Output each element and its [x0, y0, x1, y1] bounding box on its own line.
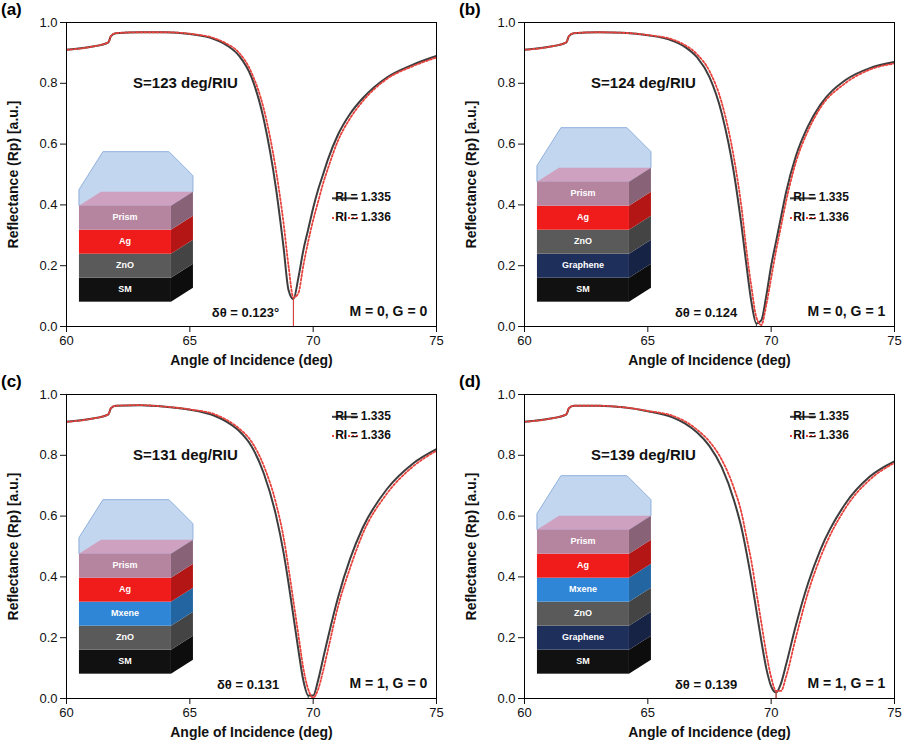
- svg-text:RI = 1.336: RI = 1.336: [793, 428, 849, 442]
- html-text:(c): (c): [1, 372, 22, 391]
- svg-text:60: 60: [59, 705, 73, 720]
- svg-text:M = 1, G = 1: M = 1, G = 1: [807, 675, 885, 691]
- svg-text:Angle of Incidence (deg): Angle of Incidence (deg): [170, 352, 333, 368]
- svg-text:0.6: 0.6: [39, 136, 57, 151]
- svg-text:60: 60: [517, 333, 531, 348]
- svg-text:Prism: Prism: [112, 212, 137, 222]
- svg-text:0.4: 0.4: [39, 569, 57, 584]
- svg-text:Reflectance (Rp) [a.u.]: Reflectance (Rp) [a.u.]: [463, 473, 479, 621]
- svg-text:0.4: 0.4: [497, 569, 515, 584]
- svg-text:Graphene: Graphene: [562, 260, 604, 270]
- svg-text:RI = 1.335: RI = 1.335: [335, 190, 391, 204]
- svg-text:SM: SM: [118, 284, 132, 294]
- svg-text:65: 65: [183, 333, 197, 348]
- svg-text:0.8: 0.8: [39, 447, 57, 462]
- svg-text:0.8: 0.8: [497, 75, 515, 90]
- svg-text:0.0: 0.0: [497, 691, 515, 706]
- svg-text:RI = 1.335: RI = 1.335: [793, 190, 849, 204]
- svg-text:SM: SM: [576, 284, 590, 294]
- svg-text:δθ = 0.131: δθ = 0.131: [217, 677, 279, 692]
- svg-text:RI = 1.335: RI = 1.335: [793, 409, 849, 423]
- svg-text:0.4: 0.4: [497, 197, 515, 212]
- svg-text:Reflectance (Rp) [a.u.]: Reflectance (Rp) [a.u.]: [5, 473, 21, 621]
- svg-text:Reflectance (Rp) [a.u.]: Reflectance (Rp) [a.u.]: [5, 101, 21, 249]
- html-text:(a): (a): [1, 0, 22, 19]
- svg-text:70: 70: [764, 705, 778, 720]
- svg-text:M = 0, G = 0: M = 0, G = 0: [349, 303, 427, 319]
- svg-text:ZnO: ZnO: [116, 260, 134, 270]
- svg-text:S=123 deg/RIU: S=123 deg/RIU: [133, 74, 238, 91]
- svg-text:Angle of Incidence (deg): Angle of Incidence (deg): [628, 352, 791, 368]
- svg-text:0.6: 0.6: [497, 508, 515, 523]
- svg-text:δθ = 0.124: δθ = 0.124: [675, 305, 738, 320]
- svg-text:0.2: 0.2: [39, 630, 57, 645]
- svg-text:60: 60: [517, 705, 531, 720]
- svg-text:70: 70: [306, 705, 320, 720]
- svg-text:Prism: Prism: [570, 188, 595, 198]
- svg-text:0.0: 0.0: [497, 319, 515, 334]
- svg-text:70: 70: [764, 333, 778, 348]
- svg-text:75: 75: [887, 705, 901, 720]
- svg-text:Reflectance (Rp) [a.u.]: Reflectance (Rp) [a.u.]: [463, 101, 479, 249]
- svg-text:65: 65: [641, 333, 655, 348]
- svg-text:Ag: Ag: [577, 560, 589, 570]
- svg-text:SM: SM: [576, 656, 590, 666]
- svg-text:0.6: 0.6: [497, 136, 515, 151]
- svg-text:ZnO: ZnO: [116, 632, 134, 642]
- svg-text:M = 0, G = 1: M = 0, G = 1: [807, 303, 885, 319]
- svg-text:Angle of Incidence (deg): Angle of Incidence (deg): [170, 724, 333, 740]
- svg-text:Prism: Prism: [570, 536, 595, 546]
- svg-text:Angle of Incidence (deg): Angle of Incidence (deg): [628, 724, 791, 740]
- svg-text:RI = 1.336: RI = 1.336: [335, 428, 391, 442]
- svg-text:δθ = 0.123°: δθ = 0.123°: [212, 305, 279, 320]
- svg-text:SM: SM: [118, 656, 132, 666]
- svg-text:0.0: 0.0: [39, 691, 57, 706]
- svg-text:1.0: 1.0: [39, 387, 57, 402]
- svg-text:RI = 1.335: RI = 1.335: [335, 409, 391, 423]
- svg-text:Ag: Ag: [119, 236, 131, 246]
- svg-text:1.0: 1.0: [39, 15, 57, 30]
- svg-text:1.0: 1.0: [497, 387, 515, 402]
- svg-text:65: 65: [183, 705, 197, 720]
- svg-text:ZnO: ZnO: [574, 236, 592, 246]
- html-text:(d): (d): [459, 372, 481, 391]
- svg-text:RI = 1.336: RI = 1.336: [335, 210, 391, 224]
- svg-text:Mxene: Mxene: [569, 584, 597, 594]
- svg-text:60: 60: [59, 333, 73, 348]
- svg-text:Ag: Ag: [119, 584, 131, 594]
- svg-text:Mxene: Mxene: [111, 608, 139, 618]
- svg-text:75: 75: [429, 333, 443, 348]
- svg-text:70: 70: [306, 333, 320, 348]
- svg-text:0.2: 0.2: [39, 258, 57, 273]
- svg-text:Graphene: Graphene: [562, 632, 604, 642]
- svg-text:0.4: 0.4: [39, 197, 57, 212]
- svg-text:Prism: Prism: [112, 560, 137, 570]
- svg-text:0.6: 0.6: [39, 508, 57, 523]
- svg-text:S=131 deg/RIU: S=131 deg/RIU: [133, 446, 238, 463]
- svg-text:75: 75: [887, 333, 901, 348]
- svg-text:0.8: 0.8: [497, 447, 515, 462]
- svg-text:Ag: Ag: [577, 212, 589, 222]
- svg-text:S=139 deg/RIU: S=139 deg/RIU: [591, 446, 696, 463]
- svg-text:ZnO: ZnO: [574, 608, 592, 618]
- svg-text:0.2: 0.2: [497, 258, 515, 273]
- svg-text:0.2: 0.2: [497, 630, 515, 645]
- svg-text:RI = 1.336: RI = 1.336: [793, 210, 849, 224]
- svg-text:δθ = 0.139: δθ = 0.139: [675, 677, 737, 692]
- svg-text:S=124 deg/RIU: S=124 deg/RIU: [591, 74, 696, 91]
- svg-text:0.0: 0.0: [39, 319, 57, 334]
- svg-text:1.0: 1.0: [497, 15, 515, 30]
- svg-text:M = 1, G = 0: M = 1, G = 0: [349, 675, 427, 691]
- html-text:(b): (b): [459, 0, 481, 19]
- svg-text:65: 65: [641, 705, 655, 720]
- svg-text:75: 75: [429, 705, 443, 720]
- svg-text:0.8: 0.8: [39, 75, 57, 90]
